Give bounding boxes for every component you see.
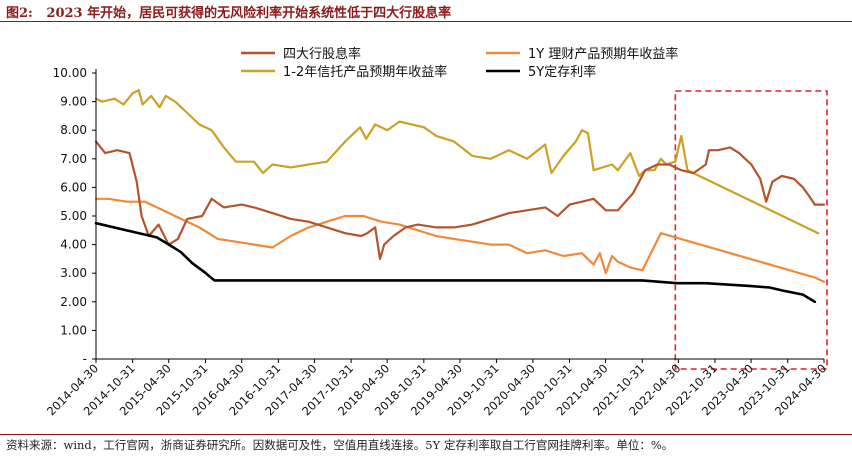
highlight-rectangle — [674, 90, 828, 370]
y-tick-label: 3.00 — [60, 266, 87, 280]
legend-label: 四大行股息率 — [283, 46, 361, 62]
y-tick-label: 5.00 — [60, 209, 87, 223]
y-tick-label: 10.00 — [53, 66, 87, 80]
series-lines — [94, 89, 826, 304]
series-line-3 — [94, 221, 817, 304]
y-tick-label: 2.00 — [60, 295, 87, 309]
line-chart: - 1.00 2.00 3.00 4.00 5.00 6.00 7.00 8.00 9.00 10.… — [44, 46, 829, 418]
y-tick-label: 4.00 — [60, 238, 87, 252]
y-tick-label: 7.00 — [60, 152, 87, 166]
y-tick-label: 1.00 — [60, 323, 87, 337]
series-line-0 — [94, 140, 826, 260]
axes: - 1.00 2.00 3.00 4.00 5.00 6.00 7.00 8.00 9.00 10.… — [44, 66, 829, 418]
source-note: 资料来源：wind，工行官网，浙商证券研究所。因数据可及性，空值用直线连接。5Y… — [6, 438, 674, 452]
y-tick-label: 8.00 — [60, 123, 87, 137]
series-line-1 — [94, 197, 826, 283]
series-line-2 — [94, 89, 820, 235]
legend-label: 5Y定存利率 — [528, 64, 596, 80]
highlight-box — [674, 90, 828, 370]
y-tick-label: - — [83, 352, 87, 366]
figure-title: 图2: 2023 年开始，居民可获得的无风险利率开始系统性低于四大行股息率 — [6, 6, 452, 21]
y-tick-label: 6.00 — [60, 180, 87, 194]
legend-label: 1Y 理财产品预期年收益率 — [528, 46, 678, 62]
legend: 四大行股息率 1Y 理财产品预期年收益率 1-2年信托产品预期年收益率 5Y定存利率 — [241, 46, 678, 80]
title-divider — [0, 21, 852, 22]
footer-divider — [0, 434, 852, 435]
legend-label: 1-2年信托产品预期年收益率 — [283, 64, 447, 80]
y-tick-label: 9.00 — [60, 95, 87, 109]
